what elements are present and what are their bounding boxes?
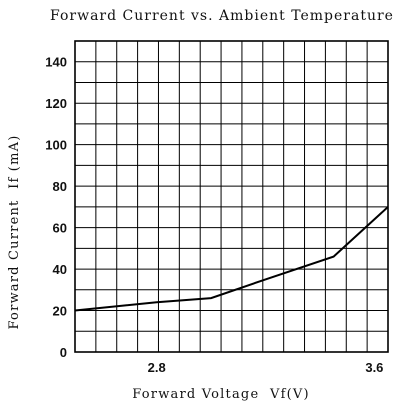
series-line <box>74 206 389 312</box>
y-tick-label: 120 <box>45 96 67 111</box>
y-tick-label: 40 <box>53 262 67 277</box>
y-tick-labels: 0 20 40 60 80 100 120 140 <box>45 55 67 360</box>
x-axis-label: Forward Voltage Vf(V) <box>132 387 309 402</box>
y-axis-label: Forward Current If (mA) <box>7 135 22 330</box>
plot-frame <box>74 40 389 353</box>
y-tick-label: 20 <box>53 304 67 319</box>
y-tick-label: 140 <box>45 55 67 70</box>
y-tick-label: 60 <box>53 221 67 236</box>
chart-title: Forward Current vs. Ambient Temperature <box>50 8 394 24</box>
y-tick-label: 100 <box>45 138 67 153</box>
y-tick-label: 0 <box>60 345 67 360</box>
x-tick-labels: 2.8 3.6 <box>148 360 384 375</box>
chart-grid <box>75 41 388 352</box>
x-tick-label: 3.6 <box>365 360 383 375</box>
x-tick-label: 2.8 <box>148 360 166 375</box>
y-tick-label: 80 <box>53 179 67 194</box>
